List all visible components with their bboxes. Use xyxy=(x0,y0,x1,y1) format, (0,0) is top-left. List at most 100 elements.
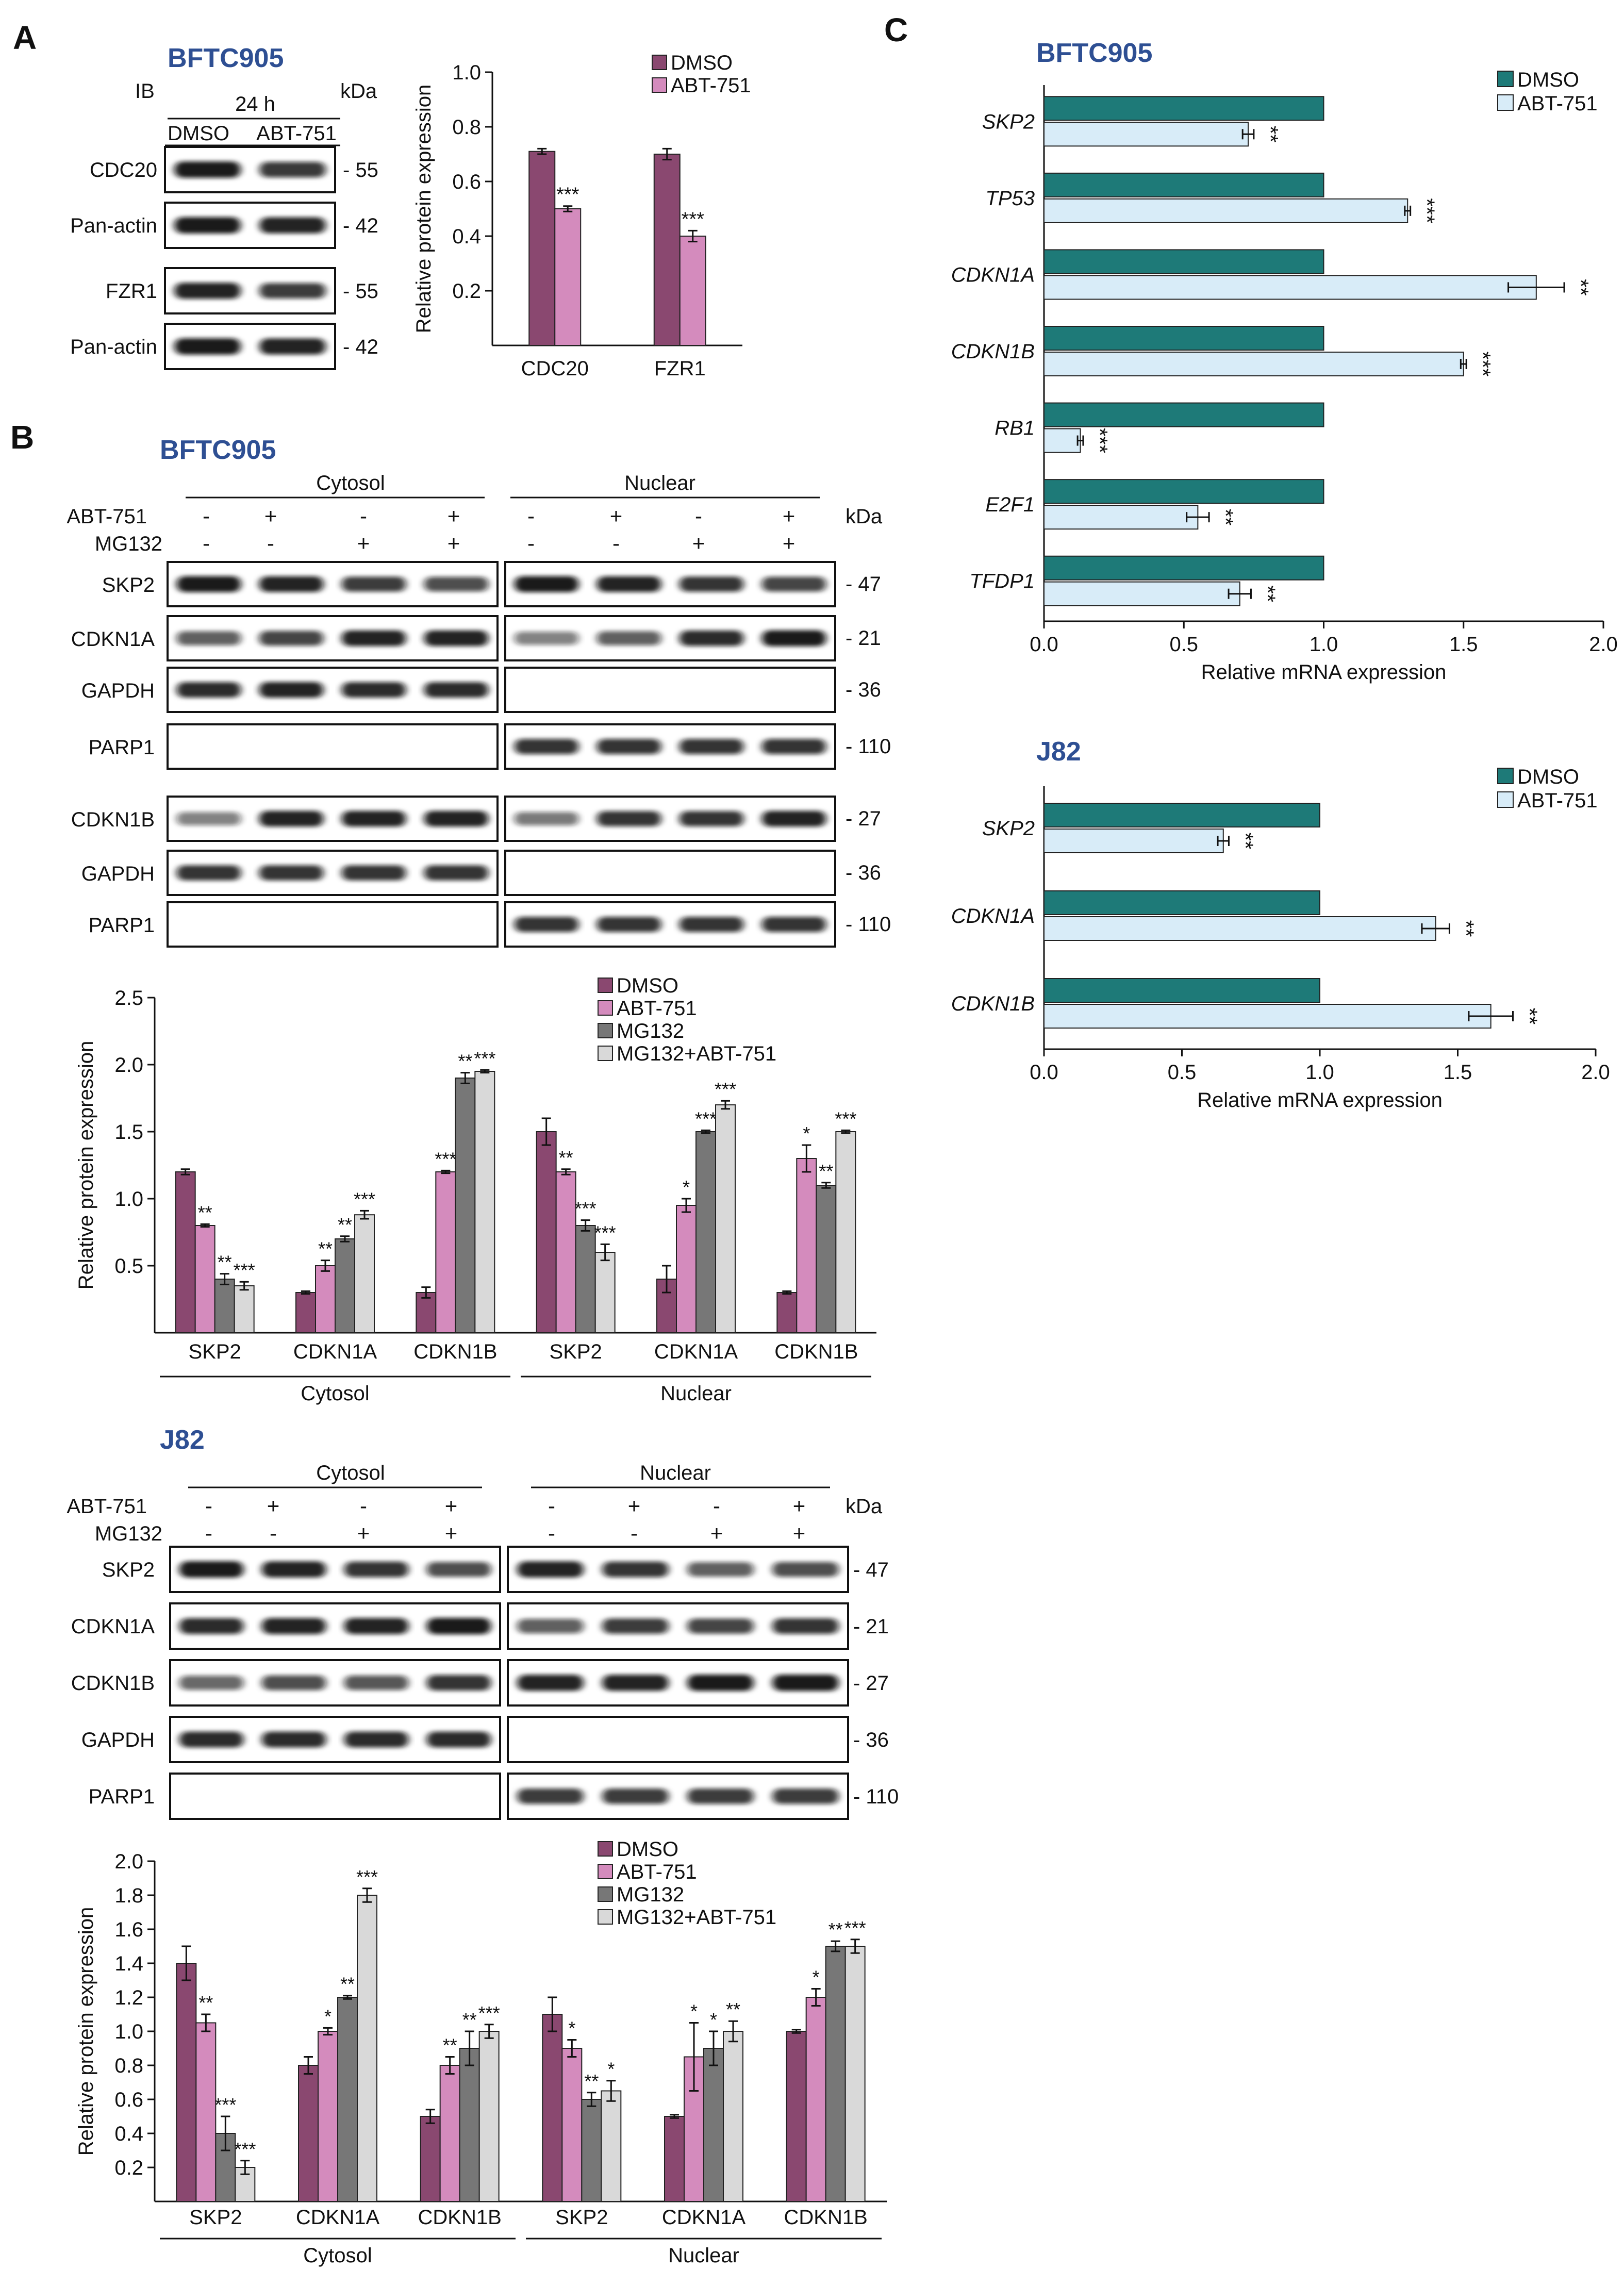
significance-stars: ** xyxy=(1569,279,1593,296)
significance-stars: *** xyxy=(695,1108,717,1129)
legend-swatch xyxy=(598,1000,613,1016)
bar-mg132+abt-751 xyxy=(601,2090,622,2202)
significance-stars: * xyxy=(568,2018,575,2039)
sign-mark: + xyxy=(793,1521,806,1545)
group-label: Nuclear xyxy=(660,1382,732,1405)
ib-label: IB xyxy=(135,80,155,103)
kda-label: kDa xyxy=(846,505,883,528)
blot-frame xyxy=(167,901,499,948)
y-tick-label: 1.0 xyxy=(114,1188,143,1211)
blot-frame xyxy=(504,667,836,713)
blot-band xyxy=(596,811,661,826)
blot-band xyxy=(772,1618,839,1634)
gene-label: SKP2 xyxy=(982,817,1035,840)
blot-label: FZR1 xyxy=(106,280,157,303)
blot-band xyxy=(261,1618,326,1634)
bar-abt-751 xyxy=(439,2065,460,2202)
bar-abt-751 xyxy=(1043,122,1249,147)
molecular-weight: - 21 xyxy=(853,1615,889,1638)
blot-band xyxy=(761,917,826,932)
group-label: Cytosol xyxy=(301,1382,369,1405)
blot-band xyxy=(259,576,324,592)
significance-stars: ** xyxy=(726,1999,740,2020)
molecular-weight: - 110 xyxy=(853,1785,899,1808)
category-label: CDKN1B xyxy=(418,2206,502,2229)
legend-entry: ABT-751 xyxy=(1517,789,1598,812)
category-label: SKP2 xyxy=(555,2206,608,2229)
legend-swatch xyxy=(598,1023,613,1038)
blot-band xyxy=(679,576,744,592)
blot-label: SKP2 xyxy=(102,574,155,597)
molecular-weight: - 36 xyxy=(846,678,881,701)
blot-band xyxy=(679,811,744,826)
sign-mark: + xyxy=(445,1494,458,1518)
bar-abt-751 xyxy=(1043,198,1408,223)
sign-mark: + xyxy=(357,531,370,555)
blot-label: GAPDH xyxy=(81,863,155,885)
bar-abt-751 xyxy=(1043,829,1224,853)
legend-entry: MG132+ABT-751 xyxy=(617,1042,776,1065)
blot-label: CDKN1A xyxy=(71,1615,155,1638)
blot-label: Pan-actin xyxy=(70,214,157,237)
sign-mark: + xyxy=(264,504,277,528)
bar-dmso xyxy=(295,1292,316,1333)
category-label: FZR1 xyxy=(654,357,706,380)
group-label: Nuclear xyxy=(668,2244,739,2267)
blot-band xyxy=(514,917,579,932)
sign-mark: - xyxy=(203,504,210,528)
gene-label: CDKN1B xyxy=(951,992,1035,1015)
blot-band xyxy=(426,1618,491,1634)
category-label: SKP2 xyxy=(189,2206,242,2229)
treatment-label: MG132 xyxy=(95,1522,162,1545)
blot-band xyxy=(259,283,326,299)
legend-entry: DMSO xyxy=(617,974,678,997)
blot-band xyxy=(424,576,489,592)
treatment-label: ABT-751 xyxy=(67,1495,147,1518)
significance-stars: *** xyxy=(1415,198,1439,223)
blot-band xyxy=(761,630,826,647)
blot-band xyxy=(176,812,241,825)
bar-abt-751 xyxy=(555,1171,576,1333)
bar-abt-751 xyxy=(679,236,706,346)
blot-band xyxy=(514,632,579,645)
y-tick-label: 0.8 xyxy=(114,2055,143,2077)
significance-stars: ** xyxy=(340,1974,355,1995)
lane-label: DMSO xyxy=(168,122,229,145)
significance-stars: *** xyxy=(354,1188,375,1210)
blot-band xyxy=(517,1561,584,1578)
blot-label: GAPDH xyxy=(81,1729,155,1751)
bar-abt-751 xyxy=(554,208,582,346)
significance-stars: ** xyxy=(584,2071,599,2092)
significance-stars: ** xyxy=(1255,585,1280,602)
gene-label: CDKN1A xyxy=(951,905,1035,928)
significance-stars: ** xyxy=(218,1252,232,1273)
significance-stars: *** xyxy=(1088,428,1112,453)
blot-band xyxy=(602,1561,669,1578)
significance-stars: *** xyxy=(1471,351,1495,376)
legend-entry: ABT-751 xyxy=(1517,92,1598,115)
blot-band xyxy=(602,1788,669,1804)
x-tick-label: 0.5 xyxy=(1169,633,1198,656)
treatment-label: MG132 xyxy=(95,533,162,555)
blot-band xyxy=(259,810,324,827)
bar-mg132+abt-751 xyxy=(723,2031,743,2202)
blot-band xyxy=(179,1731,244,1748)
sign-mark: + xyxy=(692,531,705,555)
molecular-weight: - 47 xyxy=(846,573,881,595)
y-tick-label: 1.2 xyxy=(114,1986,143,2009)
y-tick-label: 2.0 xyxy=(114,1054,143,1076)
blot-band xyxy=(344,1675,409,1691)
blot-band xyxy=(517,1619,584,1633)
bar-dmso xyxy=(1043,978,1320,1003)
blot-band xyxy=(679,739,744,754)
sign-mark: - xyxy=(612,531,620,555)
bar-abt-751 xyxy=(1043,275,1537,300)
y-tick-label: 1.6 xyxy=(114,1918,143,1941)
bar-dmso xyxy=(528,151,556,346)
blot-band xyxy=(514,739,579,754)
cell-line-title: BFTC905 xyxy=(160,435,276,465)
blot-band xyxy=(174,283,241,299)
significance-stars: ** xyxy=(458,1051,472,1072)
